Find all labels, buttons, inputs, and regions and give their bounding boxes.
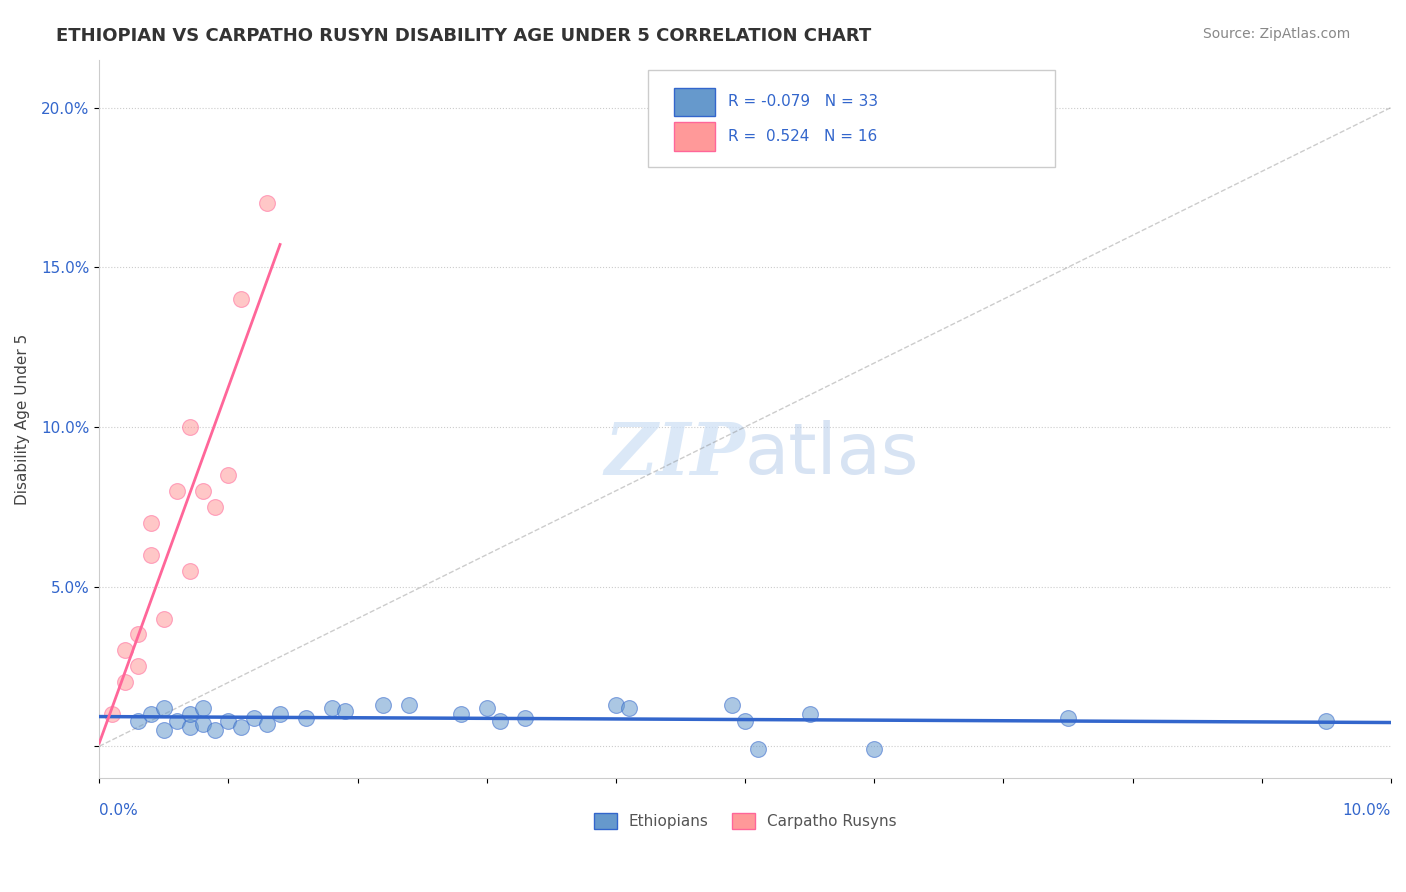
- Point: [863, 742, 886, 756]
- Point: [101, 707, 124, 722]
- Point: [488, 714, 510, 728]
- Text: Source: ZipAtlas.com: Source: ZipAtlas.com: [1202, 27, 1350, 41]
- Point: [179, 707, 201, 722]
- Point: [191, 483, 214, 498]
- Point: [295, 710, 318, 724]
- Point: [799, 707, 821, 722]
- Point: [191, 717, 214, 731]
- Point: [321, 701, 343, 715]
- Point: [152, 701, 174, 715]
- Text: atlas: atlas: [745, 420, 920, 490]
- Point: [605, 698, 627, 712]
- Point: [243, 710, 266, 724]
- Point: [721, 698, 744, 712]
- Text: R =  0.524   N = 16: R = 0.524 N = 16: [728, 129, 877, 144]
- Point: [139, 548, 162, 562]
- Point: [475, 701, 498, 715]
- Text: ETHIOPIAN VS CARPATHO RUSYN DISABILITY AGE UNDER 5 CORRELATION CHART: ETHIOPIAN VS CARPATHO RUSYN DISABILITY A…: [56, 27, 872, 45]
- Legend: Ethiopians, Carpatho Rusyns: Ethiopians, Carpatho Rusyns: [588, 807, 903, 835]
- Point: [217, 714, 239, 728]
- FancyBboxPatch shape: [673, 87, 716, 116]
- Point: [515, 710, 537, 724]
- Point: [179, 420, 201, 434]
- Point: [179, 564, 201, 578]
- Point: [256, 717, 278, 731]
- Point: [734, 714, 756, 728]
- Point: [152, 611, 174, 625]
- Point: [398, 698, 420, 712]
- Point: [114, 675, 136, 690]
- Point: [204, 500, 226, 514]
- FancyBboxPatch shape: [648, 70, 1054, 168]
- Point: [127, 627, 149, 641]
- Point: [450, 707, 472, 722]
- Point: [269, 707, 291, 722]
- Point: [139, 516, 162, 530]
- Point: [373, 698, 395, 712]
- Point: [127, 659, 149, 673]
- Point: [127, 714, 149, 728]
- Point: [333, 704, 356, 718]
- Point: [114, 643, 136, 657]
- Point: [204, 723, 226, 738]
- Point: [1315, 714, 1337, 728]
- FancyBboxPatch shape: [673, 122, 716, 151]
- Point: [139, 707, 162, 722]
- Text: 0.0%: 0.0%: [100, 803, 138, 818]
- Point: [217, 467, 239, 482]
- Point: [256, 196, 278, 211]
- Text: ZIP: ZIP: [605, 419, 745, 491]
- Point: [231, 292, 253, 306]
- Point: [191, 701, 214, 715]
- Point: [1057, 710, 1080, 724]
- Point: [152, 723, 174, 738]
- Point: [747, 742, 769, 756]
- Point: [179, 720, 201, 734]
- Text: 10.0%: 10.0%: [1343, 803, 1391, 818]
- Point: [617, 701, 640, 715]
- Text: R = -0.079   N = 33: R = -0.079 N = 33: [728, 95, 879, 110]
- Point: [231, 720, 253, 734]
- Point: [166, 483, 188, 498]
- Point: [166, 714, 188, 728]
- Y-axis label: Disability Age Under 5: Disability Age Under 5: [15, 334, 30, 505]
